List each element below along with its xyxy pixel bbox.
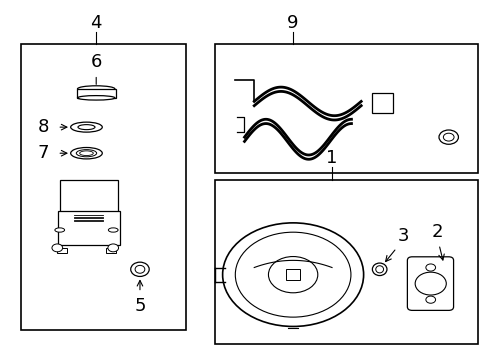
Circle shape bbox=[425, 296, 435, 303]
FancyBboxPatch shape bbox=[58, 211, 119, 246]
Circle shape bbox=[222, 223, 363, 327]
Ellipse shape bbox=[372, 263, 386, 275]
Text: 9: 9 bbox=[287, 14, 298, 32]
Ellipse shape bbox=[108, 228, 118, 232]
Ellipse shape bbox=[443, 133, 453, 141]
FancyBboxPatch shape bbox=[77, 89, 116, 98]
Text: 3: 3 bbox=[397, 228, 409, 246]
Text: 5: 5 bbox=[134, 297, 145, 315]
FancyBboxPatch shape bbox=[285, 269, 300, 280]
Ellipse shape bbox=[438, 130, 458, 144]
Ellipse shape bbox=[71, 122, 102, 132]
Ellipse shape bbox=[130, 262, 149, 276]
Text: 4: 4 bbox=[90, 14, 102, 32]
FancyBboxPatch shape bbox=[106, 248, 116, 253]
Ellipse shape bbox=[77, 96, 115, 100]
Text: 7: 7 bbox=[38, 144, 49, 162]
Ellipse shape bbox=[52, 244, 62, 252]
Circle shape bbox=[414, 272, 446, 295]
FancyBboxPatch shape bbox=[407, 257, 453, 310]
Ellipse shape bbox=[108, 244, 118, 252]
FancyBboxPatch shape bbox=[215, 180, 477, 344]
FancyBboxPatch shape bbox=[215, 44, 477, 173]
FancyBboxPatch shape bbox=[57, 248, 67, 253]
Ellipse shape bbox=[80, 151, 93, 156]
Ellipse shape bbox=[76, 150, 97, 157]
FancyBboxPatch shape bbox=[21, 44, 186, 330]
FancyBboxPatch shape bbox=[371, 93, 392, 113]
Ellipse shape bbox=[55, 228, 64, 232]
Circle shape bbox=[268, 257, 317, 293]
Ellipse shape bbox=[135, 265, 144, 273]
Circle shape bbox=[235, 232, 350, 317]
Ellipse shape bbox=[77, 86, 115, 92]
Text: 1: 1 bbox=[325, 149, 337, 167]
Circle shape bbox=[425, 264, 435, 271]
Ellipse shape bbox=[375, 266, 383, 273]
Text: 8: 8 bbox=[38, 118, 49, 136]
FancyBboxPatch shape bbox=[60, 180, 118, 216]
Ellipse shape bbox=[78, 125, 95, 130]
Text: 2: 2 bbox=[431, 223, 443, 241]
Ellipse shape bbox=[71, 148, 102, 159]
Text: 6: 6 bbox=[90, 53, 102, 71]
